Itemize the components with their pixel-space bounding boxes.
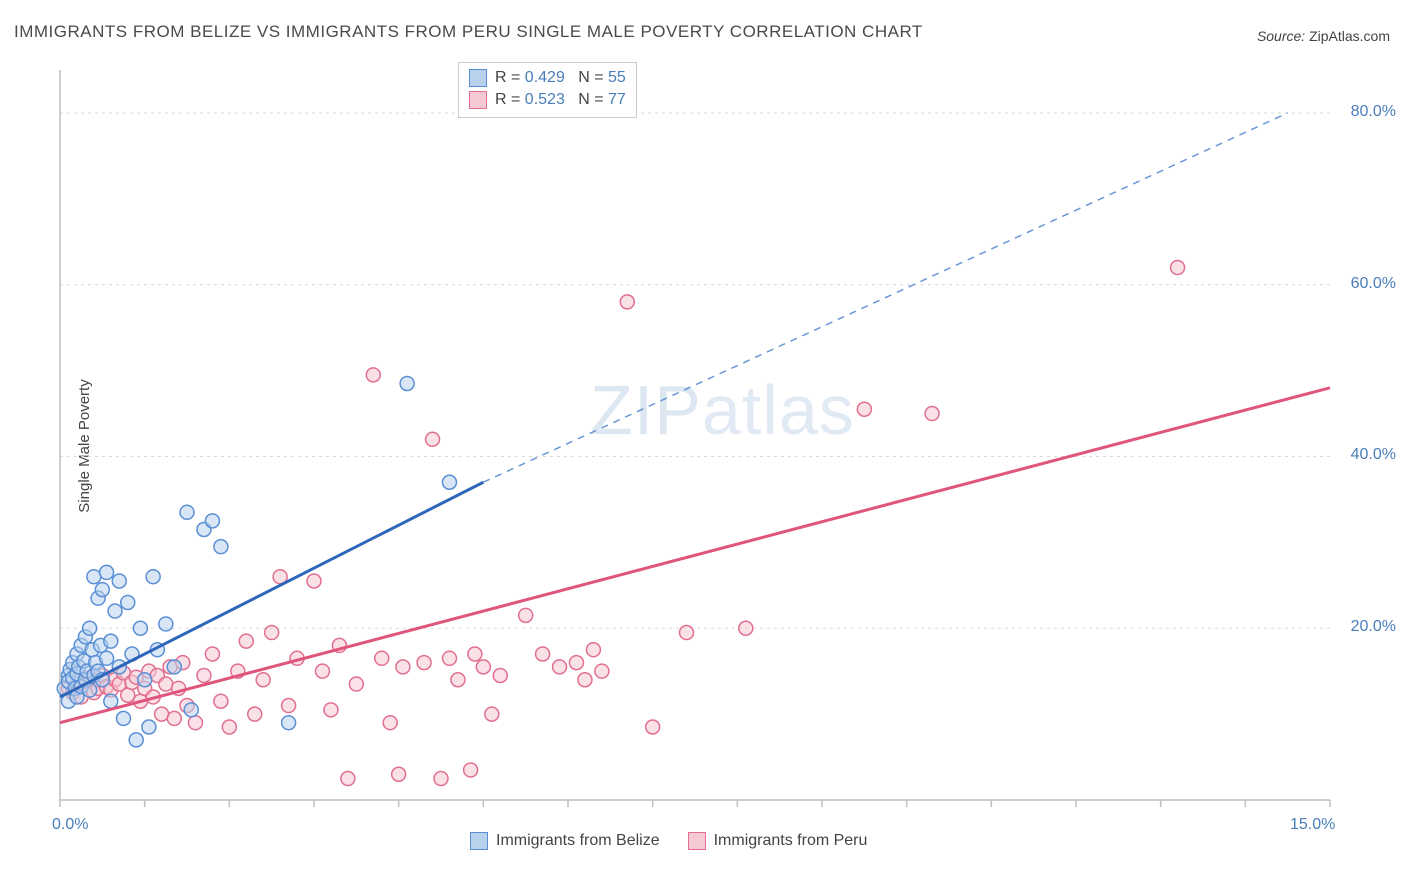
x-tick-label: 15.0% — [1290, 816, 1335, 834]
stats-row-belize: R = 0.429 N = 55 — [469, 67, 626, 89]
stats-legend-box: R = 0.429 N = 55 R = 0.523 N = 77 — [458, 62, 637, 118]
legend-item-peru: Immigrants from Peru — [688, 832, 868, 850]
y-tick-label: 80.0% — [1336, 103, 1396, 121]
y-tick-label: 20.0% — [1336, 618, 1396, 636]
source-label: Source: — [1257, 28, 1305, 44]
legend-swatch-peru — [688, 832, 706, 850]
legend-label-peru: Immigrants from Peru — [714, 832, 868, 850]
bottom-legend: Immigrants from Belize Immigrants from Pe… — [470, 832, 867, 850]
chart-area — [50, 60, 1360, 830]
stats-text-peru: R = 0.523 N = 77 — [495, 91, 626, 109]
y-tick-label: 60.0% — [1336, 275, 1396, 293]
source-attribution: Source: ZipAtlas.com — [1257, 28, 1390, 44]
x-tick-label: 0.0% — [52, 816, 88, 834]
swatch-belize — [469, 69, 487, 87]
legend-swatch-belize — [470, 832, 488, 850]
stats-row-peru: R = 0.523 N = 77 — [469, 89, 626, 111]
source-link[interactable]: ZipAtlas.com — [1309, 28, 1390, 44]
y-tick-label: 40.0% — [1336, 446, 1396, 464]
chart-title: IMMIGRANTS FROM BELIZE VS IMMIGRANTS FRO… — [14, 22, 923, 42]
scatter-chart-svg — [50, 60, 1360, 830]
swatch-peru — [469, 91, 487, 109]
legend-item-belize: Immigrants from Belize — [470, 832, 660, 850]
stats-text-belize: R = 0.429 N = 55 — [495, 69, 626, 87]
legend-label-belize: Immigrants from Belize — [496, 832, 660, 850]
